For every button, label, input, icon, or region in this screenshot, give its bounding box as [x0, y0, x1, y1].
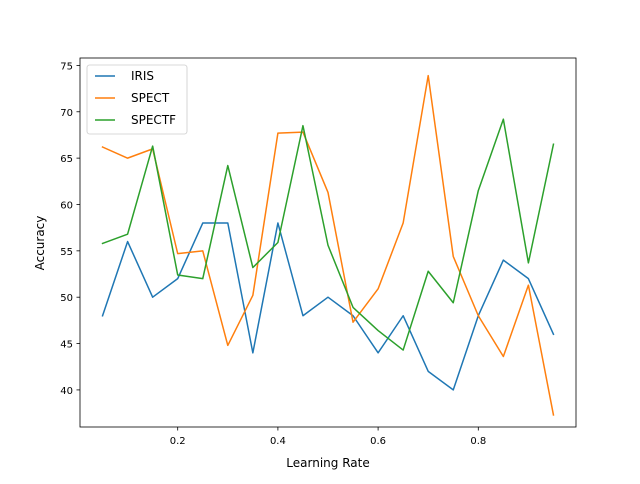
y-tick-label: 65: [60, 154, 73, 165]
x-tick-label: 0.2: [170, 436, 186, 447]
series-line-spect: [101, 74, 555, 416]
y-tick-label: 55: [60, 247, 73, 258]
x-axis-label: Learning Rate: [286, 456, 369, 470]
axes: 0.2 0.4 0.6 0.8 40 45 50 55 60 65 70 75: [60, 57, 577, 447]
y-tick-label: 70: [60, 108, 73, 119]
y-tick-label: 45: [60, 340, 73, 351]
y-tick-label: 75: [60, 61, 73, 72]
plot-frame: [79, 57, 577, 428]
series-line-spectf: [101, 118, 555, 351]
legend-label-spectf: SPECTF: [131, 113, 176, 127]
series-lines: [101, 74, 555, 416]
y-axis-label: Accuracy: [33, 216, 47, 271]
x-tick-label: 0.4: [270, 436, 286, 447]
legend-label-spect: SPECT: [131, 91, 170, 105]
legend-box: [86, 64, 188, 135]
legend: IRIS SPECT SPECTF: [86, 64, 188, 135]
x-tick-label: 0.6: [370, 436, 386, 447]
x-tick-label: 0.8: [470, 436, 486, 447]
y-tick-label: 40: [60, 386, 73, 397]
legend-label-iris: IRIS: [131, 69, 154, 83]
y-tick-label: 60: [60, 200, 73, 211]
y-tick-label: 50: [60, 293, 73, 304]
